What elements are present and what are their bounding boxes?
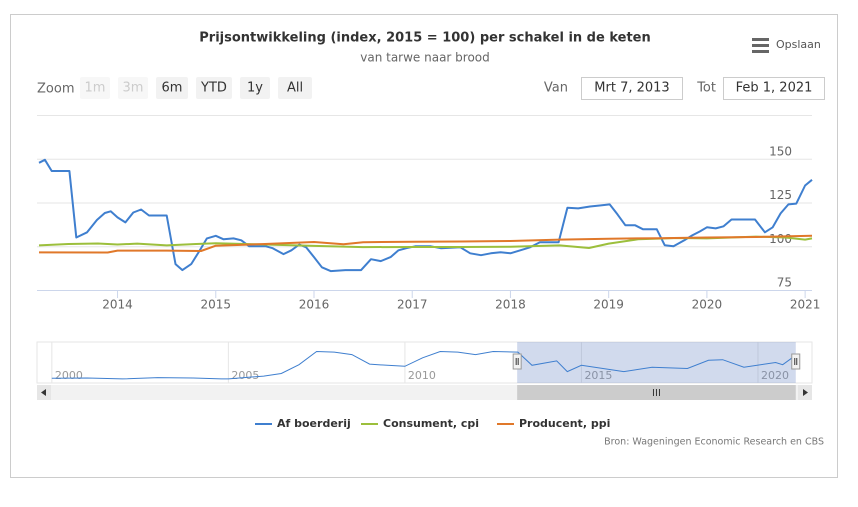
navigator-handle[interactable] bbox=[791, 353, 801, 370]
zoom-button-label: All bbox=[287, 81, 303, 96]
y-tick-label: 125 bbox=[769, 188, 792, 202]
x-tick-label: 2019 bbox=[593, 298, 624, 312]
y-tick-label: 75 bbox=[777, 276, 792, 290]
x-tick-label: 2021 bbox=[790, 298, 821, 312]
to-label: Tot bbox=[696, 81, 716, 96]
legend-label[interactable]: Consument, cpi bbox=[383, 417, 479, 430]
zoom-button bbox=[118, 77, 148, 99]
x-tick-label: 2017 bbox=[397, 298, 428, 312]
x-tick-label: 2015 bbox=[200, 298, 231, 312]
zoom-button-label: 3m bbox=[123, 81, 144, 96]
scrollbar-left-arrow bbox=[41, 389, 46, 396]
zoom-label: Zoom bbox=[37, 82, 74, 97]
zoom-button-label: 1y bbox=[247, 81, 263, 96]
export-label: Opslaan bbox=[776, 38, 821, 51]
from-label: Van bbox=[544, 81, 568, 96]
zoom-button[interactable] bbox=[278, 77, 312, 99]
y-tick-label: 150 bbox=[769, 144, 792, 158]
zoom-button-label: YTD bbox=[200, 81, 227, 96]
y-tick-label: 100 bbox=[769, 232, 792, 246]
zoom-button[interactable] bbox=[240, 77, 270, 99]
navigator-tick-label: 2000 bbox=[55, 369, 83, 382]
zoom-button-label: 6m bbox=[162, 81, 183, 96]
from-input[interactable] bbox=[581, 77, 683, 100]
zoom-button[interactable] bbox=[156, 77, 188, 99]
navigator-tick-label: 2010 bbox=[408, 369, 436, 382]
navigator-handle[interactable] bbox=[512, 353, 522, 370]
menu-icon-bar bbox=[752, 38, 769, 41]
x-tick-label: 2014 bbox=[102, 298, 133, 312]
from-date: Mrt 7, 2013 bbox=[594, 81, 669, 96]
chart-title: Prijsontwikkeling (index, 2015 = 100) pe… bbox=[199, 31, 650, 46]
x-tick-label: 2016 bbox=[299, 298, 330, 312]
scrollbar-right-arrow bbox=[803, 389, 808, 396]
to-input[interactable] bbox=[723, 77, 825, 100]
legend-label[interactable]: Af boerderij bbox=[277, 417, 351, 430]
navigator-tick-label: 2015 bbox=[584, 369, 612, 382]
menu-icon-bar bbox=[752, 44, 769, 47]
zoom-button[interactable] bbox=[196, 77, 232, 99]
zoom-button bbox=[80, 77, 110, 99]
x-tick-label: 2018 bbox=[495, 298, 526, 312]
zoom-button-label: 1m bbox=[85, 81, 106, 96]
navigator-line bbox=[51, 350, 797, 380]
navigator-tick-label: 2020 bbox=[761, 369, 789, 382]
chart-subtitle: van tarwe naar brood bbox=[360, 51, 490, 65]
navigator-tick-label: 2005 bbox=[231, 369, 259, 382]
credits: Bron: Wageningen Economic Research en CB… bbox=[604, 437, 824, 448]
x-tick-label: 2020 bbox=[692, 298, 723, 312]
navigator-frame bbox=[36, 341, 813, 384]
legend-label[interactable]: Producent, ppi bbox=[519, 417, 610, 430]
series-line bbox=[38, 234, 813, 254]
menu-icon-bar bbox=[752, 50, 769, 53]
to-date: Feb 1, 2021 bbox=[736, 81, 813, 96]
navigator-selection bbox=[517, 342, 796, 383]
export-menu[interactable]: Opslaan bbox=[752, 38, 821, 53]
